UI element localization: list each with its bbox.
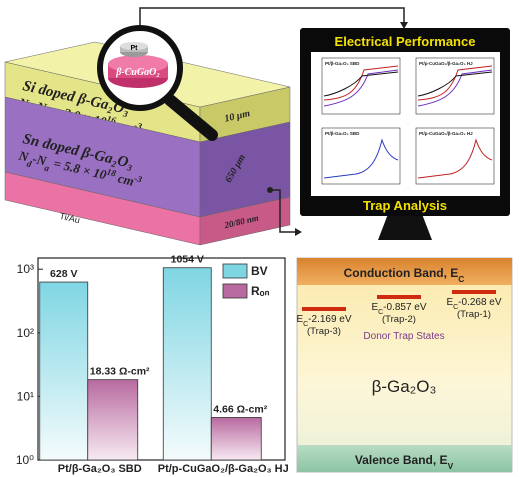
trap-energy: EC-0.268 eV [446, 297, 501, 311]
bar-chart: 10⁰ 10¹ 10² 10³ Pt/β-Ga₂O₃ SBD 628 V 18.33 Ω-c… [16, 254, 289, 475]
mini-plot-title: Pt/p-CuGaO₂/β-Ga₂O₃ HJ [419, 61, 473, 66]
y-tick-label: 10⁰ [16, 453, 34, 467]
text-part: C [303, 321, 308, 328]
mini-plot-curve [417, 69, 493, 107]
bar [87, 379, 139, 461]
text-part: E [446, 297, 453, 308]
mini-plot-curve [323, 138, 399, 179]
text-part: N [17, 147, 31, 164]
valence-label: Valence Band, EV [355, 453, 454, 471]
band-diagram: Conduction Band, EC Valence Band, EV Don… [296, 257, 513, 473]
pt-label: Pt [131, 45, 139, 52]
text-part: d [26, 159, 33, 170]
donor-label: Donor Trap States [363, 331, 444, 342]
text-part: Conduction Band, E [344, 266, 459, 280]
legend-swatch [222, 263, 248, 279]
monitor-title: Trap Analysis [363, 198, 447, 213]
trap-energy: EC-2.169 eV [296, 314, 351, 328]
mini-plot-frame [321, 127, 401, 185]
mini-plot-frame [321, 57, 401, 115]
legend-swatch [222, 283, 248, 299]
value-label: 18.33 Ω-cm² [90, 366, 150, 378]
bar [39, 281, 89, 461]
trap-energy: EC-0.857 eV [371, 302, 426, 316]
value-label: 1054 V [171, 254, 204, 266]
text-part: -3 [133, 120, 143, 132]
trap-name: (Trap-1) [457, 309, 491, 320]
layer-material: Ti/Au [59, 211, 81, 225]
text-part: Valence Band, E [355, 453, 448, 467]
text-part: C [453, 304, 458, 311]
pt-top [120, 42, 148, 50]
x-tick-label: Pt/β-Ga₂O₃ SBD [58, 463, 142, 475]
text-part: C [378, 309, 383, 316]
y-tick-label: 10¹ [17, 389, 34, 403]
disk-top [108, 55, 168, 73]
magnifier: Pt β-CuGaO₂ [97, 25, 218, 141]
legend-label: Rₒₙ [251, 284, 270, 298]
magnifier-handle [164, 94, 218, 141]
text-part: -3 [133, 173, 143, 185]
mini-plot-title: Pt/β-Ga₂O₃ SBD [325, 61, 360, 66]
bar [162, 267, 212, 461]
legend-label: BV [251, 264, 268, 278]
arrow [139, 7, 405, 28]
mini-plot-frame [415, 127, 495, 185]
text-part: 18 [106, 167, 118, 179]
text-part: -0.268 eV [458, 297, 502, 308]
layer-right-face [199, 196, 291, 246]
monitor: Electrical Performance Trap Analysis Pt/… [300, 28, 510, 240]
conduction-band [297, 258, 512, 285]
x-tick-label: Pt/p-CuGaO₂/β-Ga₂O₃ HJ [158, 463, 289, 475]
monitor-stand [378, 214, 432, 240]
valence-band [297, 445, 512, 472]
trap-name: (Trap-3) [307, 326, 341, 337]
y-tick-label: 10² [17, 326, 34, 340]
arrow-head [295, 228, 302, 236]
mini-plot-frame [415, 57, 495, 115]
text-part: -N [31, 151, 48, 169]
text-part: -2.169 eV [308, 314, 352, 325]
text-part: V [448, 461, 454, 471]
mini-plot-curve [417, 65, 493, 101]
y-tick-label: 10³ [17, 262, 34, 276]
mini-plot-curve [417, 71, 493, 97]
mini-plot-curve [323, 69, 399, 107]
text-part: a [44, 163, 51, 174]
bar [210, 417, 262, 461]
value-label: 628 V [50, 268, 77, 280]
text-part: 16 [106, 114, 118, 126]
mini-plot-title: Pt/β-Ga₂O₃ SBD [325, 131, 360, 136]
text-part: cm [113, 170, 135, 189]
text-part: E [371, 302, 378, 313]
text-part: C [458, 274, 464, 284]
mini-plot-curve [323, 71, 399, 97]
arrow-head [400, 22, 408, 29]
mini-plot-title: Pt/p-CuGaO₂/β-Ga₂O₃ HJ [419, 131, 473, 136]
cugao2-label: β-CuGaO₂ [115, 67, 160, 78]
mini-plot-curve [417, 138, 493, 179]
material-label: β-Ga₂O₃ [372, 377, 437, 396]
trap-name: (Trap-2) [382, 314, 416, 325]
conduction-label: Conduction Band, EC [344, 266, 465, 284]
text-part: -0.857 eV [383, 302, 427, 313]
value-label: 4.66 Ω-cm² [213, 403, 267, 415]
text-part: E [296, 314, 303, 325]
monitor-title: Electrical Performance [335, 34, 476, 49]
arrow [270, 189, 296, 233]
mini-plot-curve [323, 65, 399, 101]
